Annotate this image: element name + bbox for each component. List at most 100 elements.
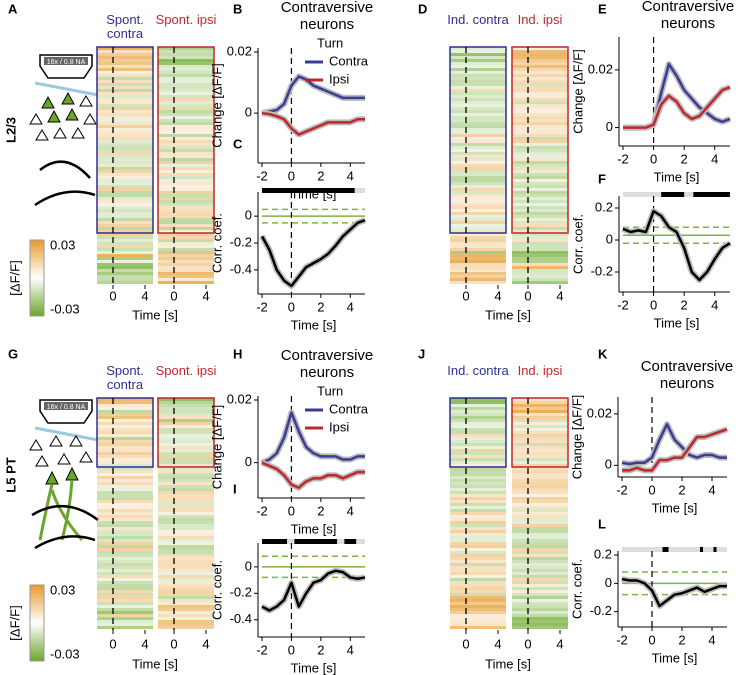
series-line — [261, 461, 365, 489]
heatmap-row — [97, 263, 153, 266]
x-tick-label: 4 — [494, 288, 501, 303]
heatmap-row — [450, 236, 506, 239]
x-tick-label: -2 — [256, 168, 268, 183]
heatmap-row — [450, 116, 506, 119]
heatmap-row — [97, 587, 153, 590]
heatmap-row — [158, 143, 214, 146]
heatmap-row — [450, 251, 506, 254]
heatmap-row — [158, 155, 214, 158]
heatmap-row — [512, 59, 568, 62]
heatmap-row — [512, 89, 568, 92]
heatmap-row — [158, 128, 214, 131]
heatmap-row — [97, 593, 153, 596]
y-axis-label: Change [ΔF/F] — [209, 63, 224, 148]
x-tick-label: -2 — [617, 297, 629, 312]
heatmap-row — [97, 539, 153, 542]
heatmap-row — [512, 203, 568, 206]
heatmap-row — [158, 404, 214, 407]
heatmap-row — [97, 410, 153, 413]
heatmap-row — [158, 263, 214, 266]
heatmap-row — [158, 251, 214, 254]
heatmap-row — [158, 239, 214, 242]
heatmap-row — [97, 101, 153, 104]
heatmap-row — [512, 251, 568, 254]
x-tick-label: 4 — [141, 636, 148, 651]
heatmap-row — [158, 50, 214, 53]
heatmap-box — [157, 46, 215, 234]
heatmap-row — [97, 113, 153, 116]
heatmap-row — [97, 269, 153, 272]
heatmap-row — [158, 512, 214, 515]
heatmap-row — [512, 566, 568, 569]
heatmap-row — [158, 473, 214, 476]
heatmap-row — [450, 482, 506, 485]
heatmap-row — [158, 590, 214, 593]
y-axis-label: Corr. coef. — [209, 213, 224, 273]
heatmap-row — [97, 89, 153, 92]
heatmap-row — [450, 47, 506, 50]
heatmap-row — [450, 518, 506, 521]
heatmap-row — [512, 533, 568, 536]
heatmap-row — [450, 53, 506, 56]
heatmap-row — [158, 53, 214, 56]
heatmap-row — [450, 530, 506, 533]
heatmap-row — [512, 77, 568, 80]
heatmap-row — [158, 539, 214, 542]
chart-title: Contraversive neurons — [641, 0, 735, 32]
y-tick-label: 0 — [605, 575, 612, 590]
heatmap-row — [97, 560, 153, 563]
heatmap-row — [450, 617, 506, 620]
y-tick-label: 0 — [245, 208, 252, 223]
heatmap-row — [158, 413, 214, 416]
heatmap-row — [158, 275, 214, 278]
heatmap-row — [512, 167, 568, 170]
heatmap-row — [158, 188, 214, 191]
heatmap-row — [158, 425, 214, 428]
heatmap-row — [450, 404, 506, 407]
heatmap-row — [158, 272, 214, 275]
y-axis-label: Corr. coef. — [209, 560, 224, 620]
y-tick-label: -0.2 — [230, 234, 252, 249]
heatmap-row — [97, 275, 153, 278]
heatmap-row — [512, 281, 568, 284]
heatmap-row — [97, 152, 153, 155]
heatmap-row — [512, 257, 568, 260]
heatmap-row — [97, 230, 153, 233]
heatmap-row — [450, 533, 506, 536]
objective-label: 16x / 0.8 NA — [47, 59, 86, 66]
heatmap-row — [97, 455, 153, 458]
x-tick-label: 4 — [711, 151, 718, 166]
heatmap-row — [512, 137, 568, 140]
heatmap-row — [512, 98, 568, 101]
heatmap-row — [450, 512, 506, 515]
heatmap-row — [97, 158, 153, 161]
heatmap-row — [158, 419, 214, 422]
heatmap-row — [450, 524, 506, 527]
x-tick-label: 0 — [524, 636, 531, 651]
heatmap-row — [512, 128, 568, 131]
heatmap-row — [512, 518, 568, 521]
heatmap-row — [512, 107, 568, 110]
heatmap-row — [97, 47, 153, 50]
heatmap — [450, 398, 506, 629]
heatmap-row — [158, 503, 214, 506]
heatmap-row — [97, 413, 153, 416]
heatmap-row — [450, 626, 506, 629]
heatmap-row — [512, 470, 568, 473]
heatmap-row — [450, 179, 506, 182]
heatmap-row — [450, 464, 506, 467]
heatmap-row — [97, 545, 153, 548]
heatmap-row — [158, 482, 214, 485]
heatmap-row — [158, 131, 214, 134]
y-tick-label: -0.4 — [230, 261, 252, 276]
heatmap-row — [512, 83, 568, 86]
heatmap-row — [97, 614, 153, 617]
heatmap-row — [97, 233, 153, 236]
heatmap-row — [512, 419, 568, 422]
heatmap-row — [450, 92, 506, 95]
x-tick-label: 4 — [711, 297, 718, 312]
panel-letter: D — [418, 1, 427, 16]
significance-bar — [661, 192, 685, 197]
heatmap-row — [158, 281, 214, 284]
